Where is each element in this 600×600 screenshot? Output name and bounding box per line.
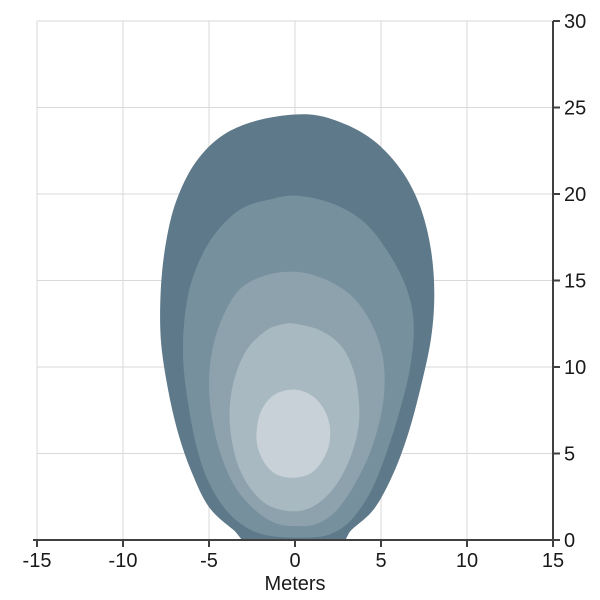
- y-axis-tick-label: 30: [564, 11, 586, 33]
- y-axis-tick-label: 25: [564, 98, 586, 120]
- contour-band-level-5: [256, 389, 331, 478]
- x-axis-tick-label: -15: [23, 550, 52, 572]
- y-axis-tick-label: 0: [564, 530, 575, 552]
- x-axis-title: Meters: [264, 573, 325, 595]
- contour-bands: [160, 114, 435, 540]
- y-axis-tick-label: 20: [564, 184, 586, 206]
- axes: [33, 20, 560, 547]
- x-axis-tick-label: -5: [200, 550, 218, 572]
- y-axis-tick-label: 15: [564, 271, 586, 293]
- x-axis-tick-label: -10: [109, 550, 138, 572]
- x-axis-tick-label: 0: [289, 550, 300, 572]
- x-axis-tick-label: 10: [456, 550, 478, 572]
- x-axis-tick-label: 5: [375, 550, 386, 572]
- y-axis-tick-label: 10: [564, 357, 586, 379]
- y-axis-tick-label: 5: [564, 444, 575, 466]
- x-axis-tick-label: 15: [542, 550, 564, 572]
